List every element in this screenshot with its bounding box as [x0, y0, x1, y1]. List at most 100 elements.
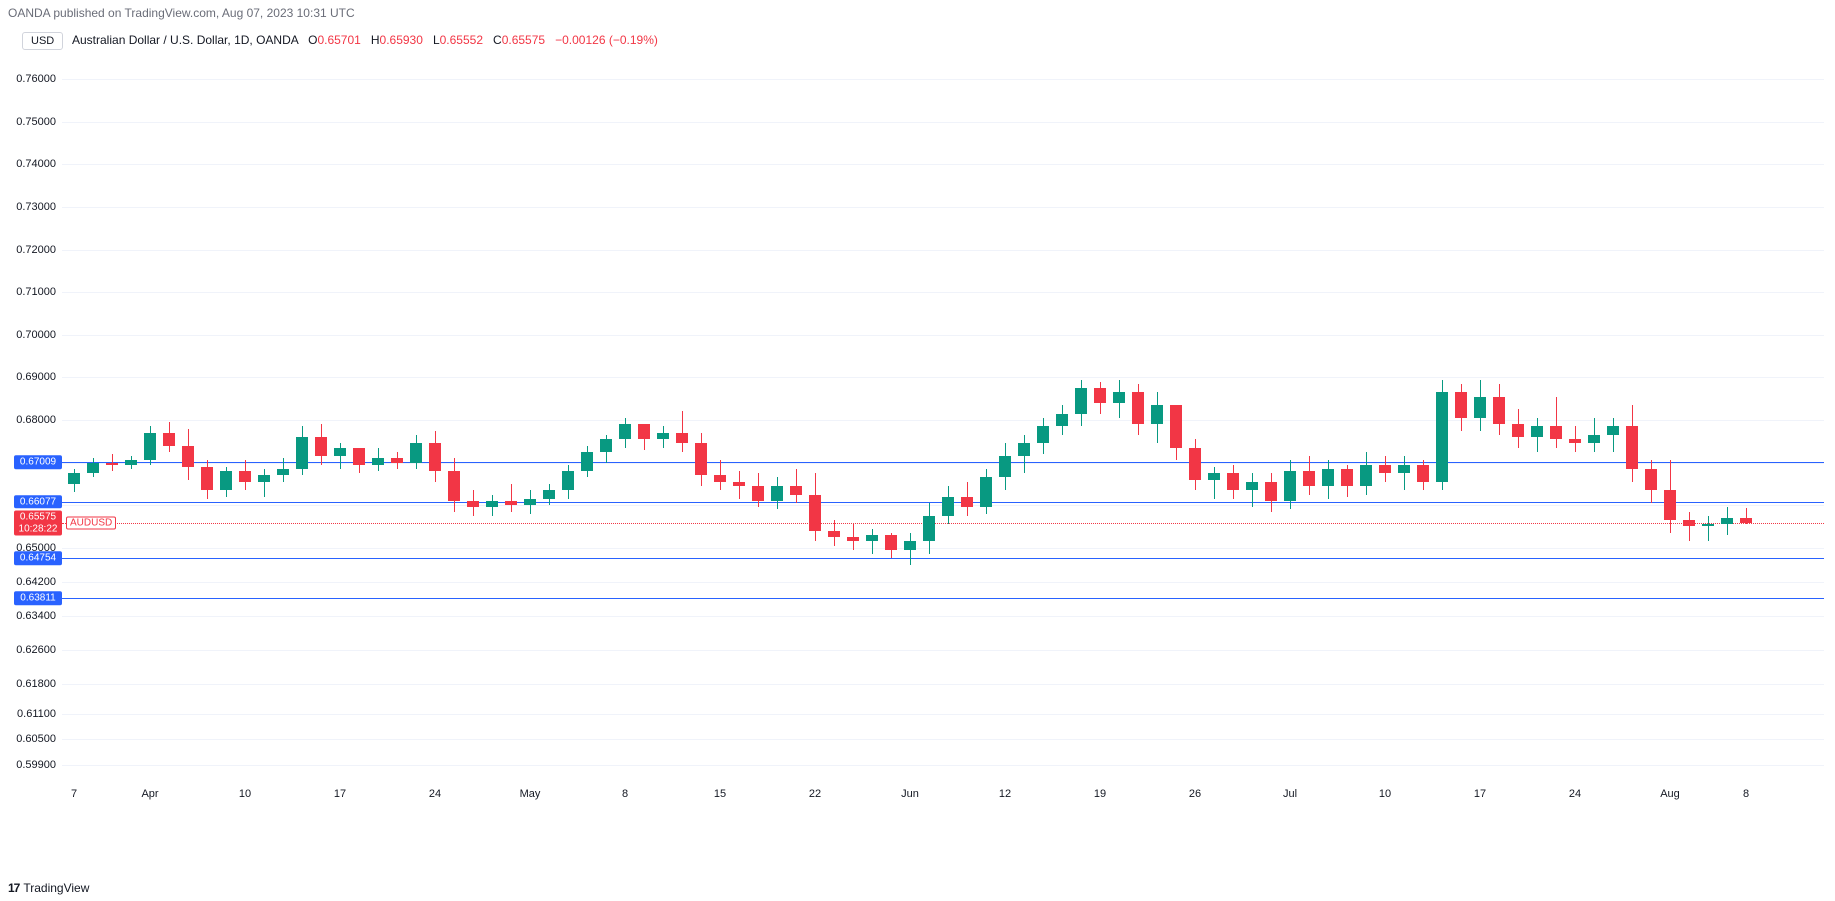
horizontal-line[interactable]: [62, 598, 1824, 599]
candle-body[interactable]: [1208, 473, 1220, 479]
candle-body[interactable]: [1151, 405, 1163, 424]
candle-body[interactable]: [486, 501, 498, 507]
horizontal-line[interactable]: [62, 558, 1824, 559]
candle-body[interactable]: [1303, 471, 1315, 486]
candle-body[interactable]: [125, 460, 137, 464]
candle-body[interactable]: [961, 497, 973, 508]
candle-body[interactable]: [1132, 392, 1144, 424]
candle-body[interactable]: [809, 495, 821, 531]
candle-body[interactable]: [581, 452, 593, 471]
candle-body[interactable]: [733, 482, 745, 486]
candle-body[interactable]: [695, 443, 707, 475]
candle-body[interactable]: [239, 471, 251, 482]
candle-body[interactable]: [68, 473, 80, 484]
candle-body[interactable]: [87, 463, 99, 474]
candle-body[interactable]: [334, 448, 346, 457]
candle-body[interactable]: [353, 448, 365, 465]
chart-plot-area[interactable]: 0.760000.750000.740000.730000.720000.710…: [62, 58, 1824, 866]
candle-body[interactable]: [1493, 397, 1505, 425]
candle-body[interactable]: [505, 501, 517, 505]
candle-body[interactable]: [1531, 426, 1543, 437]
candle-body[interactable]: [1607, 426, 1619, 435]
candle-body[interactable]: [220, 471, 232, 490]
candle-body[interactable]: [410, 443, 422, 462]
candle-body[interactable]: [1569, 439, 1581, 443]
candle-body[interactable]: [980, 477, 992, 507]
candle-body[interactable]: [391, 458, 403, 462]
candle-body[interactable]: [106, 463, 118, 465]
candle-body[interactable]: [1246, 482, 1258, 491]
candle-body[interactable]: [771, 486, 783, 501]
candle-body[interactable]: [1265, 482, 1277, 501]
candle-body[interactable]: [676, 433, 688, 444]
candle-body[interactable]: [1113, 392, 1125, 403]
candle-body[interactable]: [638, 424, 650, 439]
candle-body[interactable]: [524, 499, 536, 505]
candle-body[interactable]: [163, 433, 175, 446]
candle-body[interactable]: [1360, 465, 1372, 486]
candle-body[interactable]: [1322, 469, 1334, 486]
candle-body[interactable]: [999, 456, 1011, 477]
currency-tag[interactable]: USD: [22, 32, 63, 50]
candle-body[interactable]: [1455, 392, 1467, 418]
candle-body[interactable]: [600, 439, 612, 452]
legend-change-abs: −0.00126: [555, 33, 605, 47]
candle-body[interactable]: [1436, 392, 1448, 481]
candle-body[interactable]: [1075, 388, 1087, 414]
candle-body[interactable]: [752, 486, 764, 501]
candle-body[interactable]: [923, 516, 935, 542]
candle-body[interactable]: [657, 433, 669, 439]
legend-o-value: 0.65701: [317, 33, 360, 47]
candle-body[interactable]: [277, 469, 289, 475]
x-tick-label: 12: [999, 788, 1011, 884]
candle-body[interactable]: [201, 467, 213, 490]
candle-body[interactable]: [1626, 426, 1638, 469]
candle-body[interactable]: [1341, 469, 1353, 486]
candle-body[interactable]: [847, 537, 859, 541]
candle-body[interactable]: [1683, 520, 1695, 526]
candle-body[interactable]: [1588, 435, 1600, 444]
candle-body[interactable]: [1018, 443, 1030, 456]
candle-body[interactable]: [1645, 469, 1657, 490]
candle-body[interactable]: [315, 437, 327, 456]
candle-body[interactable]: [1474, 397, 1486, 418]
candle-body[interactable]: [1512, 424, 1524, 437]
candle-body[interactable]: [1284, 471, 1296, 501]
candle-body[interactable]: [1550, 426, 1562, 439]
candle-body[interactable]: [562, 471, 574, 490]
candle-body[interactable]: [144, 433, 156, 461]
candle-body[interactable]: [296, 437, 308, 469]
candle-body[interactable]: [1170, 405, 1182, 448]
candle-body[interactable]: [182, 446, 194, 467]
candle-body[interactable]: [1740, 518, 1752, 523]
candle-body[interactable]: [1094, 388, 1106, 403]
candle-body[interactable]: [942, 497, 954, 516]
candle-wick: [1252, 473, 1253, 507]
candle-body[interactable]: [1037, 426, 1049, 443]
candle-body[interactable]: [1379, 465, 1391, 474]
candle-body[interactable]: [448, 471, 460, 501]
candle-body[interactable]: [543, 490, 555, 499]
candle-body[interactable]: [1664, 490, 1676, 520]
candle-body[interactable]: [790, 486, 802, 495]
candle-body[interactable]: [1227, 473, 1239, 490]
candle-body[interactable]: [1056, 414, 1068, 427]
x-tick-label: Jul: [1283, 788, 1297, 884]
candle-body[interactable]: [372, 458, 384, 464]
candle-body[interactable]: [619, 424, 631, 439]
candle-body[interactable]: [828, 531, 840, 537]
candle-body[interactable]: [904, 541, 916, 550]
horizontal-line[interactable]: [62, 462, 1824, 463]
candle-body[interactable]: [714, 475, 726, 481]
candle-body[interactable]: [1398, 465, 1410, 474]
y-tick-label: 0.64200: [16, 576, 56, 588]
candle-body[interactable]: [1189, 448, 1201, 480]
candle-body[interactable]: [467, 501, 479, 507]
candle-body[interactable]: [429, 443, 441, 471]
candle-body[interactable]: [1417, 465, 1429, 482]
candle-body[interactable]: [258, 475, 270, 481]
candle-body[interactable]: [1721, 518, 1733, 524]
candle-body[interactable]: [866, 535, 878, 541]
candle-body[interactable]: [1702, 524, 1714, 526]
candle-body[interactable]: [885, 535, 897, 550]
